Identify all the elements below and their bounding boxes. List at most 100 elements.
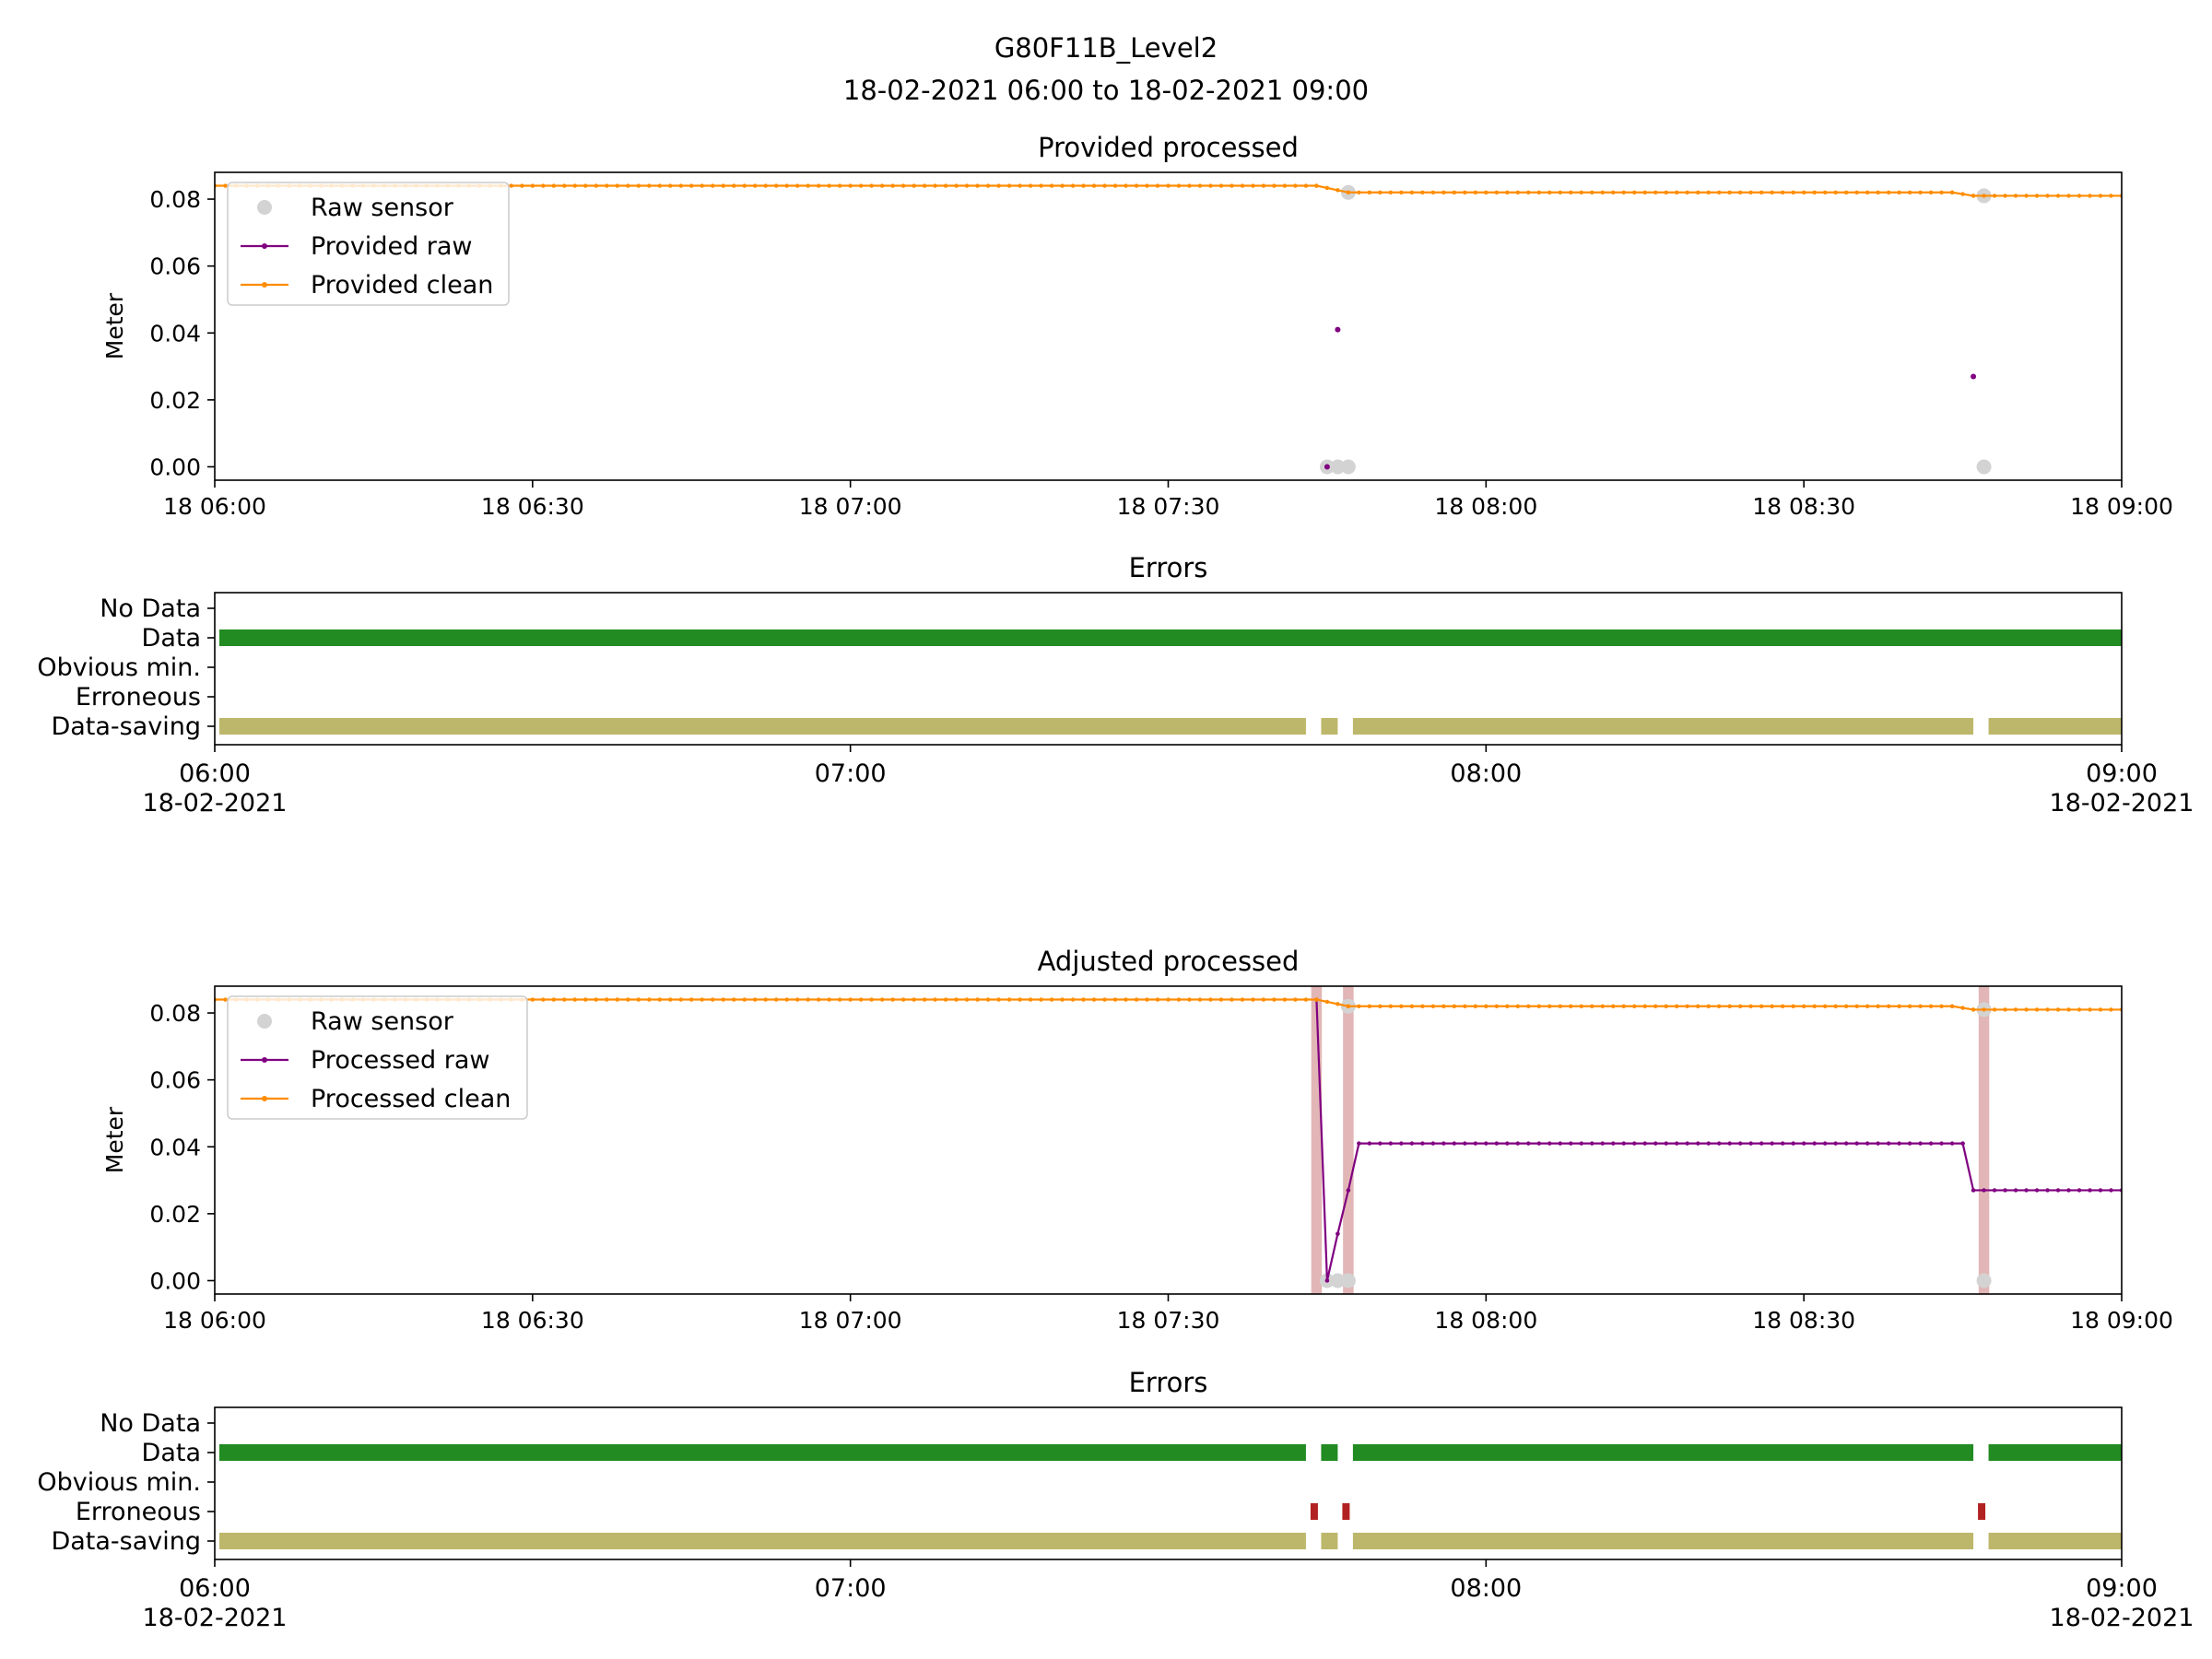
- x-tick-label: 06:00: [179, 759, 251, 788]
- series-marker: [890, 997, 895, 1002]
- series-marker: [1621, 190, 1626, 194]
- series-marker: [1028, 183, 1033, 188]
- series-marker: [2034, 1007, 2040, 1012]
- y-tick-label: 0.02: [149, 387, 201, 414]
- series-marker: [1780, 1141, 1785, 1146]
- series-marker: [1145, 997, 1149, 1002]
- series-marker: [594, 997, 598, 1002]
- category-label: Erroneous: [76, 1498, 201, 1526]
- series-marker: [2003, 1007, 2007, 1012]
- series-marker: [1293, 997, 1298, 1002]
- series-marker: [954, 183, 959, 188]
- series-marker: [1060, 183, 1065, 188]
- category-label: Obvious min.: [37, 653, 201, 682]
- series-marker: [1484, 1004, 1488, 1008]
- series-marker: [1632, 1004, 1637, 1008]
- series-marker: [837, 183, 842, 188]
- series-marker: [1293, 183, 1298, 188]
- subplot-provided: Provided processed 0.00 0.02 0.04 0.06 0.08 Me…: [101, 132, 2173, 520]
- series-marker: [1833, 1141, 1838, 1146]
- x-tick-label: 18 08:00: [1434, 1307, 1537, 1334]
- series-marker: [1049, 997, 1054, 1002]
- series-marker: [753, 997, 758, 1002]
- series-marker: [1770, 190, 1774, 194]
- series-marker: [572, 997, 578, 1002]
- series-marker: [1907, 190, 1912, 194]
- y-tick-label: 0.06: [149, 1067, 201, 1094]
- series-marker: [1091, 183, 1097, 188]
- series-marker: [1727, 1004, 1732, 1008]
- category-label: Erroneous: [76, 683, 201, 712]
- series-marker: [1928, 1141, 1934, 1146]
- series-marker: [869, 183, 874, 188]
- series-marker: [2003, 194, 2007, 198]
- series-marker: [1526, 1141, 1531, 1146]
- series-marker: [1569, 1004, 1573, 1008]
- series-marker: [1748, 190, 1753, 194]
- category-label: Data: [142, 624, 201, 653]
- series-marker: [1335, 1231, 1340, 1236]
- x-tick-label: 08:00: [1450, 759, 1522, 788]
- series-marker: [922, 183, 927, 188]
- series-marker: [806, 183, 810, 188]
- series-marker: [1547, 1141, 1552, 1146]
- series-marker: [668, 183, 673, 188]
- y-tick-label: 0.00: [149, 453, 201, 480]
- series-marker: [1854, 1141, 1859, 1146]
- series-marker: [1653, 1004, 1658, 1008]
- series-marker: [626, 997, 630, 1002]
- legend-label: Provided raw: [311, 232, 473, 261]
- series-marker: [1642, 1004, 1647, 1008]
- series-marker: [1039, 183, 1043, 188]
- series-marker: [657, 183, 662, 188]
- series-marker: [1558, 1141, 1562, 1146]
- series-marker: [837, 997, 842, 1002]
- series-marker: [1049, 183, 1054, 188]
- series-marker: [605, 997, 609, 1002]
- series-marker: [1378, 190, 1382, 194]
- series-marker: [1505, 1141, 1510, 1146]
- series-marker: [1463, 1141, 1467, 1146]
- series-marker: [1738, 190, 1743, 194]
- series-marker: [1706, 1141, 1711, 1146]
- status-bar-data-saving: [1321, 1533, 1338, 1549]
- series-marker: [562, 183, 567, 188]
- series-marker: [1664, 1004, 1668, 1008]
- series-marker: [223, 183, 228, 188]
- legend-label: Processed clean: [311, 1085, 511, 1113]
- series-marker: [1124, 183, 1128, 188]
- series-marker: [541, 183, 546, 188]
- series-marker: [1314, 183, 1319, 188]
- series-marker: [1642, 190, 1647, 194]
- series-marker: [1208, 183, 1213, 188]
- series-marker: [1759, 1141, 1764, 1146]
- series-marker: [1854, 1004, 1859, 1008]
- series-marker: [1949, 1141, 1955, 1146]
- x-tick-label: 07:00: [815, 1574, 887, 1603]
- series-marker: [1939, 190, 1944, 194]
- legend-marker-raw-sensor: [257, 1014, 272, 1029]
- series-marker: [1081, 997, 1086, 1002]
- series-marker: [975, 183, 980, 188]
- series-marker: [964, 183, 970, 188]
- series-marker: [1992, 1007, 1997, 1012]
- series-marker: [1918, 1141, 1923, 1146]
- series-marker: [2045, 194, 2050, 198]
- series-marker: [1558, 190, 1562, 194]
- x-tick-label: 18 06:30: [481, 1307, 584, 1334]
- series-marker: [2098, 1007, 2103, 1012]
- series-marker: [1982, 1188, 1986, 1193]
- series-marker: [1801, 190, 1806, 194]
- series-marker: [1452, 1004, 1457, 1008]
- series-marker: [784, 183, 789, 188]
- series-marker: [1939, 1004, 1944, 1008]
- series-marker: [2034, 194, 2040, 198]
- series-marker: [879, 997, 885, 1002]
- series-marker: [827, 997, 831, 1002]
- status-bar-data: [219, 629, 2122, 646]
- series-marker: [1675, 190, 1679, 194]
- series-marker: [1187, 183, 1192, 188]
- series-marker: [2066, 194, 2071, 198]
- series-marker: [1536, 1141, 1542, 1146]
